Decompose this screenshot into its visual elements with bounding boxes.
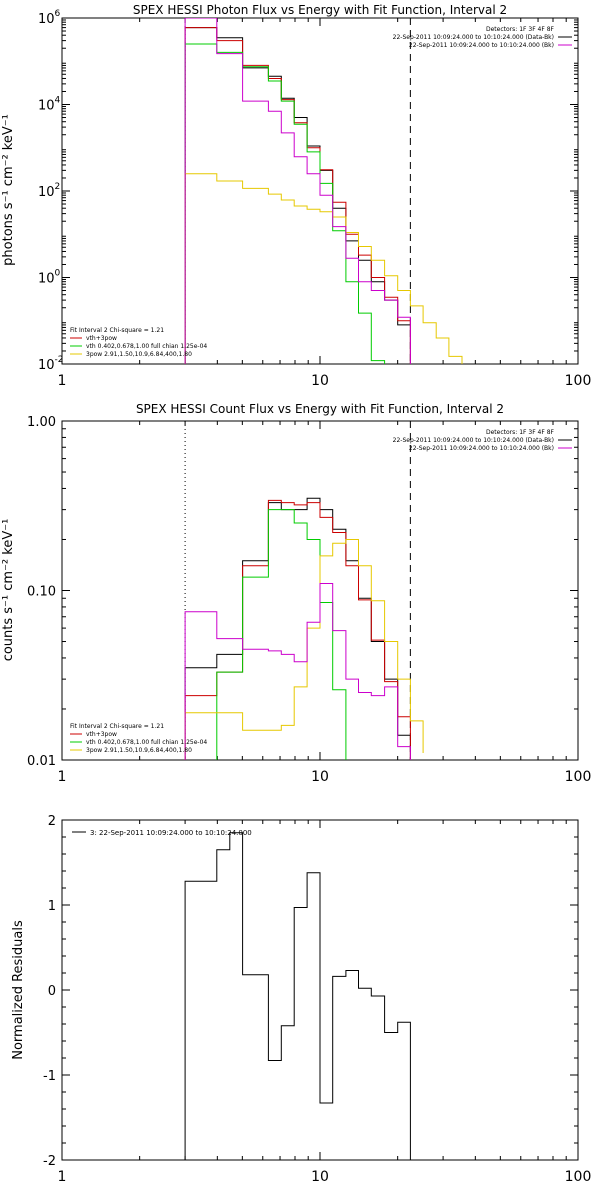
legend-entry: vth 0.402,0.678,1.00 full chian 1.25e-04 (86, 739, 207, 746)
legend-entry: vth+3pow (86, 335, 117, 342)
series-3pow (184, 173, 463, 364)
x-tick-label: 10 (311, 769, 329, 785)
legend-entry: 3pow 2.91,1.50,10.9,6.84,400,1.80 (86, 747, 192, 754)
legend-header: Detectors: 1F 3F 4F 8F (486, 26, 555, 33)
y-axis-label: photons s⁻¹ cm⁻² keV⁻¹ (1, 114, 16, 266)
y-tick-label: -1 (43, 1069, 56, 1084)
residuals-chart: Normalized Residuals 1 10 100 -2 -1 0 1 2 3: 22-… (11, 814, 591, 1185)
legend-entry: 3: 22-Sep-2011 10:09:24.000 to 10:10:24.… (90, 829, 252, 837)
legend-entry: 22-Sep-2011 10:09:24.000 to 10:10:24.000… (393, 34, 554, 41)
y-axis-label: counts s⁻¹ cm⁻² keV⁻¹ (1, 519, 16, 662)
legend-entry: 3pow 2.91,1.50,10.9,6.84,400,1.80 (86, 351, 192, 358)
y-tick-label: 1.00 (27, 415, 56, 430)
y-axis-label: Normalized Residuals (11, 920, 26, 1060)
y-tick-label: 100 (38, 269, 61, 287)
series-vth (216, 509, 347, 760)
legend-header: Fit Interval 2 Chi-square = 1.21 (70, 723, 164, 730)
y-tick-label: 0 (48, 984, 56, 999)
x-tick-label: 10 (311, 1169, 329, 1185)
legend: Fit Interval 2 Chi-square = 1.21vth+3pow… (70, 723, 207, 754)
x-tick-label: 100 (565, 373, 592, 389)
series-bk (184, 18, 411, 364)
y-tick-label: 0.01 (27, 754, 56, 769)
y-tick-label: 0.10 (27, 585, 56, 600)
legend-entry: 22-Sep-2011 10:09:24.000 to 10:10:24.000… (393, 437, 554, 444)
legend-entry: vth+3pow (86, 731, 117, 738)
x-tick-label: 1 (58, 373, 67, 389)
legend-entry: vth 0.402,0.678,1.00 full chian 1.25e-04 (86, 343, 207, 350)
series-residuals (184, 832, 411, 1160)
series-bk (184, 583, 411, 760)
legend-header: Fit Interval 2 Chi-square = 1.21 (70, 327, 164, 334)
y-tick-label: 2 (48, 814, 56, 829)
photon-flux-chart: SPEX HESSI Photon Flux vs Energy with Fi… (1, 3, 591, 389)
legend-entry: 22-Sep-2011 10:09:24.000 to 10:10:24.000… (409, 445, 554, 452)
chart-title: SPEX HESSI Count Flux vs Energy with Fit… (136, 402, 504, 416)
chart-title: SPEX HESSI Photon Flux vs Energy with Fi… (133, 3, 507, 17)
count-flux-chart: SPEX HESSI Count Flux vs Energy with Fit… (1, 402, 591, 785)
x-tick-label: 100 (565, 1169, 592, 1185)
y-tick-label: 10-2 (38, 355, 64, 373)
y-tick-label: 106 (38, 9, 61, 27)
x-tick-label: 1 (58, 769, 67, 785)
legend: 3: 22-Sep-2011 10:09:24.000 to 10:10:24.… (72, 829, 252, 837)
x-tick-label: 10 (311, 373, 329, 389)
legend-entry: 22-Sep-2011 10:09:24.000 to 10:10:24.000… (409, 42, 554, 49)
y-tick-label: -2 (43, 1154, 56, 1169)
x-tick-label: 1 (58, 1169, 67, 1185)
legend-header: Detectors: 1F 3F 4F 8F (486, 429, 555, 436)
legend: Fit Interval 2 Chi-square = 1.21vth+3pow… (70, 327, 207, 358)
y-tick-label: 1 (48, 899, 56, 914)
y-tick-label: 104 (38, 96, 61, 114)
y-tick-label: 102 (38, 182, 60, 200)
x-tick-label: 100 (565, 769, 592, 785)
series-3pow (184, 539, 424, 760)
